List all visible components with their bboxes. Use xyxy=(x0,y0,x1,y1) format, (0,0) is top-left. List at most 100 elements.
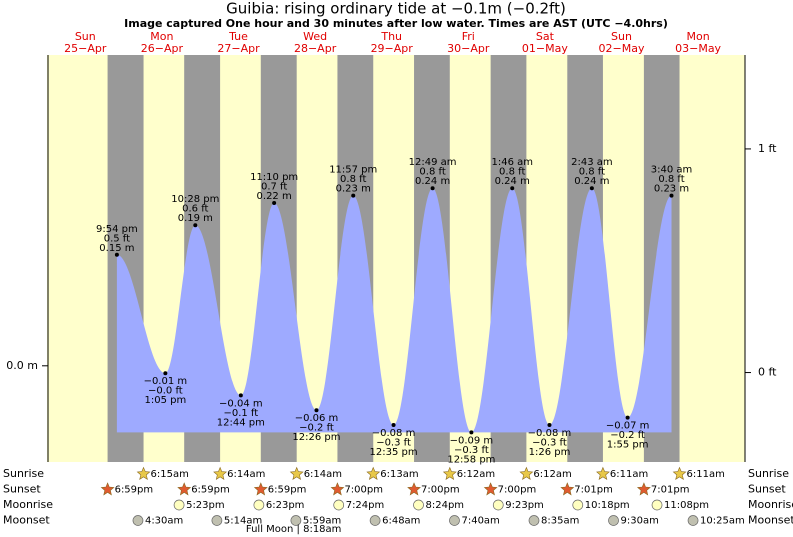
tide-label: 0.24 m xyxy=(574,176,609,187)
tide-point xyxy=(391,423,396,427)
tide-label: 11:57 pm xyxy=(329,165,377,176)
tide-label: 3:40 am xyxy=(651,165,693,176)
row-time: 10:18pm xyxy=(585,500,630,511)
tide-label: 0.24 m xyxy=(495,176,530,187)
row-label: Sunrise xyxy=(3,467,44,480)
tide-label: 12:58 pm xyxy=(447,454,495,465)
row-icon xyxy=(290,515,302,526)
row-time: 6:13am xyxy=(380,469,418,480)
tide-label: 0.8 ft xyxy=(499,167,525,178)
row-icon xyxy=(253,482,268,496)
tide-label: 9:54 pm xyxy=(96,224,138,235)
row-time: 10:25am xyxy=(700,516,745,527)
row-time: 6:12am xyxy=(457,469,495,480)
row-time: 6:11am xyxy=(687,469,725,480)
row-time: 4:30am xyxy=(145,516,183,527)
tide-point xyxy=(351,193,356,198)
row-time: 7:24pm xyxy=(346,500,385,511)
day-label: Sun xyxy=(611,30,632,43)
day-label: Thu xyxy=(380,30,402,43)
tide-label: 0.23 m xyxy=(336,184,371,195)
tide-label: 11:10 pm xyxy=(250,172,298,183)
row-icon xyxy=(136,466,151,480)
row-time: 6:15am xyxy=(151,469,189,480)
tide-point xyxy=(469,430,474,435)
row-icon xyxy=(528,515,540,526)
row-icon xyxy=(132,515,144,526)
tide-point xyxy=(669,193,674,198)
date-label: 30−Apr xyxy=(447,42,490,55)
row-icon xyxy=(608,515,619,526)
tide-label: 0.8 ft xyxy=(658,174,684,185)
tide-label: 0.22 m xyxy=(257,191,292,202)
y2-tick-label: 0 ft xyxy=(758,366,777,379)
row-icon xyxy=(492,499,504,511)
row-time: 6:12am xyxy=(533,469,571,480)
tide-label: 0.8 ft xyxy=(340,174,366,185)
tide-point xyxy=(114,252,119,257)
row-icon xyxy=(289,466,304,480)
tide-point xyxy=(589,186,594,191)
tide-label: 12:44 pm xyxy=(217,417,265,428)
tide-label: −0.0 ft xyxy=(148,386,183,397)
chart-title: Guibia: rising ordinary tide at −0.1m (−… xyxy=(226,0,566,18)
tide-area xyxy=(116,188,672,433)
tide-label: 0.23 m xyxy=(654,184,689,195)
day-label: Sun xyxy=(75,30,96,43)
tide-point xyxy=(193,223,198,228)
row-time: 7:00pm xyxy=(421,485,460,496)
date-label: 28−Apr xyxy=(294,42,337,55)
day-label: Fri xyxy=(462,30,475,43)
tide-label: −0.2 ft xyxy=(299,423,334,434)
tide-label: −0.08 m xyxy=(528,428,572,439)
row-icon xyxy=(407,482,421,496)
row-time: 7:00pm xyxy=(344,485,383,496)
row-time: 6:59pm xyxy=(115,485,154,496)
tide-label: −0.1 ft xyxy=(223,408,258,419)
row-label: Sunset xyxy=(748,483,786,496)
row-label: Moonrise xyxy=(748,498,793,511)
tide-label: 0.8 ft xyxy=(419,167,445,178)
row-icon xyxy=(651,499,663,511)
row-label: Moonrise xyxy=(3,498,53,511)
tide-label: −0.04 m xyxy=(219,398,263,409)
row-icon xyxy=(177,482,192,496)
tide-point xyxy=(163,371,168,376)
row-icon xyxy=(369,515,381,526)
row-time: 7:00pm xyxy=(498,485,537,496)
row-time: 11:08pm xyxy=(664,500,709,511)
tide-point xyxy=(547,423,552,427)
row-time: 6:14am xyxy=(227,469,265,480)
row-icon xyxy=(211,515,223,526)
tide-point xyxy=(430,186,435,191)
row-time: 8:35am xyxy=(541,516,579,527)
tide-label: −0.3 ft xyxy=(454,445,489,456)
tide-label: −0.3 ft xyxy=(376,438,411,449)
y2-tick-label: 1 ft xyxy=(758,142,777,155)
tide-label: 1:55 pm xyxy=(607,440,649,451)
tide-point xyxy=(272,201,277,205)
row-time: 6:11am xyxy=(610,469,648,480)
row-label: Moonset xyxy=(3,514,50,527)
tide-label: −0.07 m xyxy=(606,421,650,432)
tide-label: 10:28 pm xyxy=(171,194,219,205)
tide-label: −0.09 m xyxy=(450,435,494,446)
row-icon xyxy=(449,515,460,526)
tide-label: 1:26 pm xyxy=(529,447,571,458)
y-tick-label: 0.0 m xyxy=(6,359,38,372)
row-time: 7:01pm xyxy=(651,485,690,496)
tide-label: −0.3 ft xyxy=(532,438,567,449)
row-time: 5:59am xyxy=(303,516,341,527)
row-icon xyxy=(636,482,651,496)
row-label: Moonset xyxy=(748,514,793,527)
tide-label: 0.24 m xyxy=(415,176,450,187)
row-label: Sunrise xyxy=(748,467,789,480)
date-label: 29−Apr xyxy=(371,42,414,55)
day-label: Mon xyxy=(150,30,173,43)
row-icon xyxy=(366,466,381,480)
row-time: 5:23pm xyxy=(186,500,225,511)
tide-label: 12:49 am xyxy=(409,157,457,168)
date-label: 03−May xyxy=(675,42,721,55)
row-time: 9:23pm xyxy=(505,500,544,511)
